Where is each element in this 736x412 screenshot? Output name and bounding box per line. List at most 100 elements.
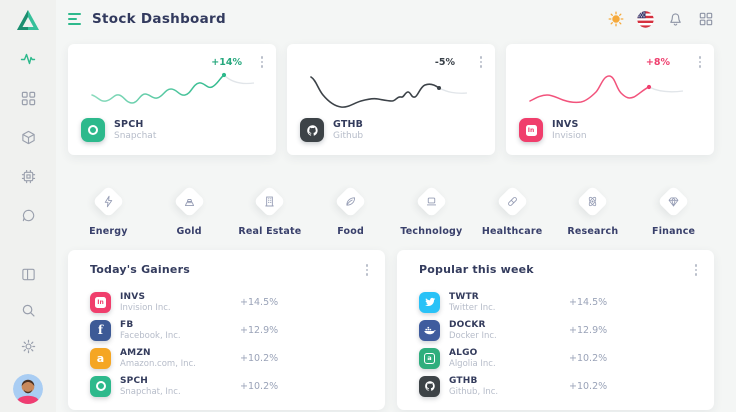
gem-icon [657, 185, 690, 218]
cube-icon[interactable] [20, 129, 36, 145]
stock-change: +12.9% [240, 324, 279, 336]
stock-row-amzn[interactable]: a AMZN Amazon.com, Inc. +10.2% [90, 344, 369, 372]
change-badge: +14% [211, 57, 242, 68]
stock-cards-row: +14% SPCH Snapchat -5% [56, 38, 736, 155]
grid-icon[interactable] [20, 90, 36, 106]
stock-company: Algolia Inc. [449, 358, 496, 369]
stock-company: Twitter Inc. [449, 302, 496, 313]
snapchat-logo-icon [81, 118, 105, 142]
stock-change: +14.5% [240, 296, 279, 308]
stock-row-spch[interactable]: SPCH Snapchat, Inc. +10.2% [90, 372, 369, 400]
stock-change: +10.2% [240, 352, 279, 364]
algolia-logo-icon: a [419, 347, 440, 369]
stock-card-spch[interactable]: +14% SPCH Snapchat [68, 44, 276, 155]
category-label: Real Estate [238, 226, 302, 237]
stock-ticker: SPCH [120, 375, 149, 386]
stock-change: +10.2% [569, 380, 608, 392]
bell-icon[interactable] [667, 11, 684, 28]
gold-bar-icon [172, 185, 206, 218]
stock-ticker: AMZN [120, 347, 151, 358]
page-title: Stock Dashboard [92, 11, 226, 27]
kebab-menu-icon[interactable] [697, 54, 704, 70]
activity-icon[interactable] [20, 51, 36, 67]
stock-card-invs[interactable]: +8% In INVS Invision [506, 44, 714, 155]
stock-row-dockr[interactable]: DOCKR Docker Inc. +12.9% [419, 316, 698, 344]
sun-icon[interactable] [607, 11, 624, 28]
chat-icon[interactable] [20, 207, 36, 223]
stock-row-twtr[interactable]: TWTR Twitter Inc. +14.5% [419, 288, 698, 316]
kebab-menu-icon[interactable] [693, 262, 700, 278]
stock-change: +12.9% [569, 324, 608, 336]
kebab-menu-icon[interactable] [364, 262, 371, 278]
card-ticker: GTHB [333, 119, 364, 130]
category-food[interactable]: Food [310, 177, 391, 237]
main-area: Stock Dashboard [56, 0, 736, 412]
atom-icon [576, 185, 610, 218]
stock-change: +10.2% [240, 380, 279, 392]
hamburger-icon[interactable] [68, 13, 81, 25]
stock-change: +10.2% [569, 352, 608, 364]
category-row: Energy Gold Real Estate Food [56, 155, 736, 237]
facebook-logo-icon: f [90, 319, 111, 341]
panel-title: Today's Gainers [90, 263, 190, 276]
sidebar-nav [20, 51, 36, 223]
sparkline-chart [529, 75, 684, 104]
apps-grid-icon[interactable] [697, 11, 714, 28]
category-label: Energy [89, 226, 128, 237]
change-badge: +8% [645, 57, 670, 68]
search-icon[interactable] [20, 302, 36, 318]
stock-ticker: DOCKR [449, 319, 486, 330]
category-research[interactable]: Research [553, 177, 634, 237]
category-real-estate[interactable]: Real Estate [230, 177, 311, 237]
stock-change: +14.5% [569, 296, 608, 308]
brand-triangle-logo[interactable] [16, 9, 40, 35]
kebab-menu-icon[interactable] [478, 54, 485, 70]
stock-ticker: INVS [120, 291, 146, 302]
category-gold[interactable]: Gold [149, 177, 230, 237]
stock-company: Invision Inc. [120, 302, 171, 313]
category-label: Finance [652, 226, 696, 237]
building-icon [253, 185, 287, 218]
stock-row-gthb[interactable]: GTHB Github, Inc. +10.2% [419, 372, 698, 400]
stock-company: Facebook, Inc. [120, 330, 181, 341]
docker-logo-icon [419, 319, 440, 341]
gear-icon[interactable] [20, 338, 36, 354]
stock-company: Docker Inc. [449, 330, 497, 341]
stock-row-algo[interactable]: a ALGO Algolia Inc. +10.2% [419, 344, 698, 372]
github-logo-icon [419, 375, 440, 397]
github-logo-icon [300, 118, 324, 142]
us-flag-icon[interactable] [637, 10, 654, 28]
sparkline-chart [310, 76, 468, 108]
category-energy[interactable]: Energy [68, 177, 149, 237]
header-actions [607, 10, 714, 28]
invision-logo-icon: In [90, 291, 111, 313]
stock-company: Snapchat, Inc. [120, 386, 181, 397]
category-label: Research [567, 226, 619, 237]
stock-ticker: FB [120, 319, 134, 330]
stock-row-invs[interactable]: In INVS Invision Inc. +14.5% [90, 288, 369, 316]
card-company: Invision [552, 131, 587, 141]
category-label: Gold [176, 226, 202, 237]
user-avatar[interactable] [13, 374, 43, 404]
stock-ticker: TWTR [449, 291, 479, 302]
todays-gainers-panel: Today's Gainers In INVS Invision Inc. +14… [68, 250, 385, 410]
category-healthcare[interactable]: Healthcare [472, 177, 553, 237]
kebab-menu-icon[interactable] [259, 54, 266, 70]
layout-icon[interactable] [20, 266, 36, 282]
invision-logo-icon: In [519, 118, 543, 142]
laptop-icon [415, 185, 448, 218]
category-finance[interactable]: Finance [633, 177, 714, 237]
stock-ticker: ALGO [449, 347, 478, 358]
snapchat-logo-icon [90, 375, 111, 397]
chip-icon[interactable] [20, 168, 36, 184]
twitter-logo-icon [419, 291, 440, 313]
change-badge: -5% [434, 57, 455, 68]
card-ticker: SPCH [114, 119, 144, 130]
card-company: Github [333, 131, 364, 141]
card-ticker: INVS [552, 119, 579, 130]
category-technology[interactable]: Technology [391, 177, 472, 237]
stock-card-gthb[interactable]: -5% GTHB Github [287, 44, 495, 155]
stock-row-fb[interactable]: f FB Facebook, Inc. +12.9% [90, 316, 369, 344]
sidebar-bottom [13, 266, 43, 404]
